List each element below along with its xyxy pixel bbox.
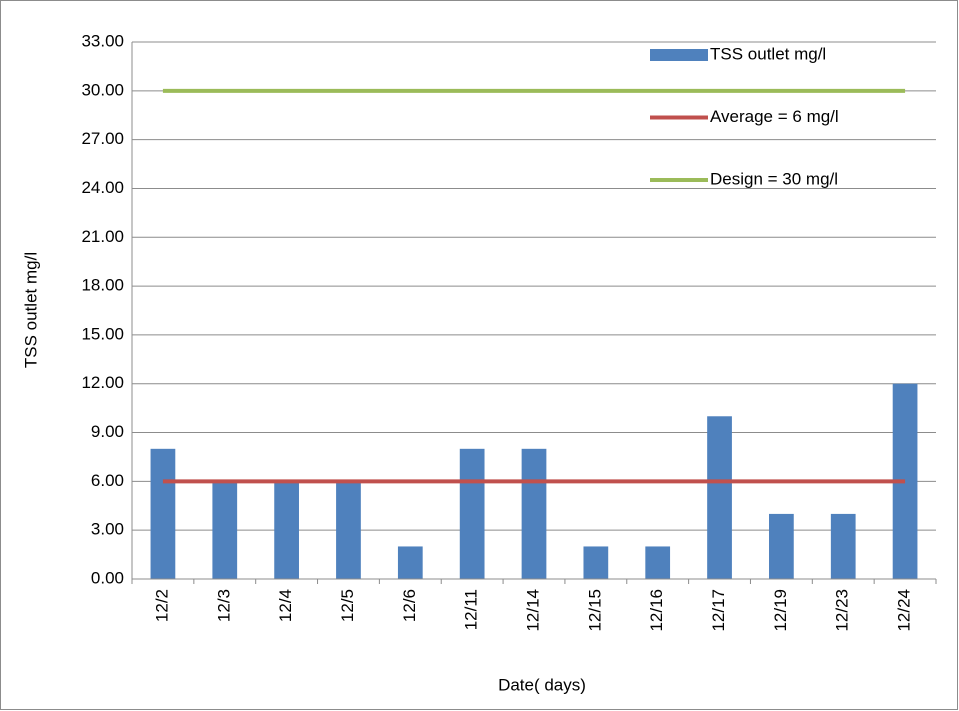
bar [645,546,671,579]
bar [150,448,176,579]
y-tick-label: 27.00 [81,129,124,148]
bar [583,546,609,579]
x-tick-label: 12/6 [400,589,419,622]
x-tick-label: 12/23 [833,589,852,632]
bar [521,448,547,579]
y-tick-label: 33.00 [81,31,124,50]
x-tick-label: 12/24 [895,589,914,632]
bar [336,481,361,579]
bar [707,416,732,579]
legend-label: Average = 6 mg/l [710,107,839,126]
x-axis-title: Date( days) [498,675,586,694]
y-tick-label: 18.00 [81,276,124,295]
x-tick-label: 12/15 [585,589,604,632]
x-tick-label: 12/16 [647,589,666,632]
legend-label: TSS outlet mg/l [710,44,826,63]
bar [769,513,794,579]
bar [212,481,238,579]
y-tick-label: 21.00 [81,227,124,246]
x-tick-label: 12/11 [462,589,481,630]
y-tick-label: 30.00 [81,80,124,99]
x-tick-label: 12/17 [709,589,728,632]
y-tick-label: 15.00 [81,324,124,343]
bar [459,448,485,579]
bar [274,481,299,579]
y-tick-label: 24.00 [81,178,124,197]
y-tick-label: 9.00 [91,422,124,441]
y-axis-title: TSS outlet mg/l [21,252,40,368]
x-tick-label: 12/19 [771,589,790,632]
bar [397,546,423,579]
bar [830,513,856,579]
x-tick-label: 12/2 [152,589,171,622]
x-tick-label: 12/5 [338,589,357,622]
x-tick-label: 12/14 [523,589,542,632]
x-tick-label: 12/4 [276,589,295,622]
x-tick-label: 12/3 [214,589,233,622]
y-tick-label: 3.00 [91,520,124,539]
y-tick-label: 0.00 [91,568,124,587]
y-tick-label: 6.00 [91,471,124,490]
legend-label: Design = 30 mg/l [710,169,838,188]
legend-swatch [650,49,708,61]
y-tick-label: 12.00 [81,373,124,392]
